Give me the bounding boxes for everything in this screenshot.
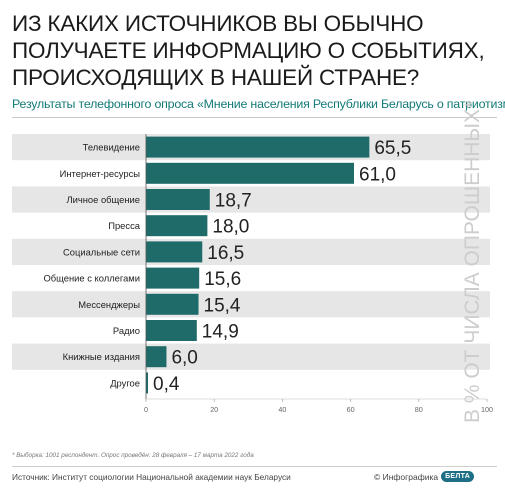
x-tick-label: 20 <box>210 405 218 414</box>
x-tick-label: 60 <box>347 405 355 414</box>
chart-title: ИЗ КАКИХ ИСТОЧНИКОВ ВЫ ОБЫЧНО ПОЛУЧАЕТЕ … <box>12 11 485 90</box>
source-text: Источник: Институт социологии Национальн… <box>12 472 291 482</box>
value-label: 18,0 <box>212 217 249 238</box>
bar <box>146 320 197 341</box>
category-label: Общение с коллегами <box>44 273 141 284</box>
x-tick-label: 100 <box>481 405 493 414</box>
x-tick-label: 80 <box>415 405 423 414</box>
bar <box>146 346 167 368</box>
belta-logo: БЕЛТА <box>441 471 475 482</box>
value-label: 16,5 <box>207 243 244 264</box>
row-stripe <box>12 238 490 265</box>
x-tick-label: 40 <box>278 405 286 414</box>
x-tick-label: 0 <box>144 405 148 414</box>
bar <box>146 162 355 184</box>
bar <box>146 189 210 210</box>
footnote: * Выборка: 1001 респондент. Опрос провед… <box>12 452 254 459</box>
category-label: Книжные издания <box>63 351 140 362</box>
value-label: 0,4 <box>153 374 180 395</box>
row-stripe <box>12 291 490 318</box>
row-stripe <box>12 186 490 213</box>
bar <box>146 215 208 237</box>
credit: © Инфографика БЕЛТА <box>374 471 475 482</box>
category-label: Другое <box>110 377 140 388</box>
footer-divider <box>12 466 497 467</box>
value-label: 6,0 <box>171 348 197 369</box>
bar <box>146 241 203 263</box>
category-label: Социальные сети <box>63 246 140 257</box>
category-label: Телевидение <box>83 142 140 153</box>
bar <box>146 293 199 315</box>
credit-text: © Инфографика <box>374 471 439 482</box>
bar <box>146 136 370 158</box>
row-stripe <box>12 343 490 370</box>
category-label: Радио <box>113 325 140 336</box>
value-label: 18,7 <box>215 191 252 212</box>
axis-unit-label: В % ОТ ЧИСЛА ОПРОШЕННЫХ* <box>461 100 484 423</box>
bar <box>146 267 200 289</box>
value-label: 65,5 <box>374 138 411 159</box>
subtitle-divider <box>12 117 497 118</box>
value-label: 15,6 <box>204 269 241 290</box>
category-label: Мессенджеры <box>78 299 140 310</box>
category-label: Интернет-ресурсы <box>60 168 141 179</box>
value-label: 61,0 <box>359 164 396 185</box>
bar-chart: Телевидение 65,5 Интернет-ресурсы 61,0 Лично… <box>12 134 493 414</box>
value-label: 15,4 <box>204 295 241 316</box>
chart-subtitle: Результаты телефонного опроса «Мнение на… <box>12 97 505 111</box>
category-label: Пресса <box>108 220 141 231</box>
value-label: 14,9 <box>202 322 239 343</box>
category-label: Личное общение <box>66 194 140 205</box>
bar <box>146 372 148 394</box>
